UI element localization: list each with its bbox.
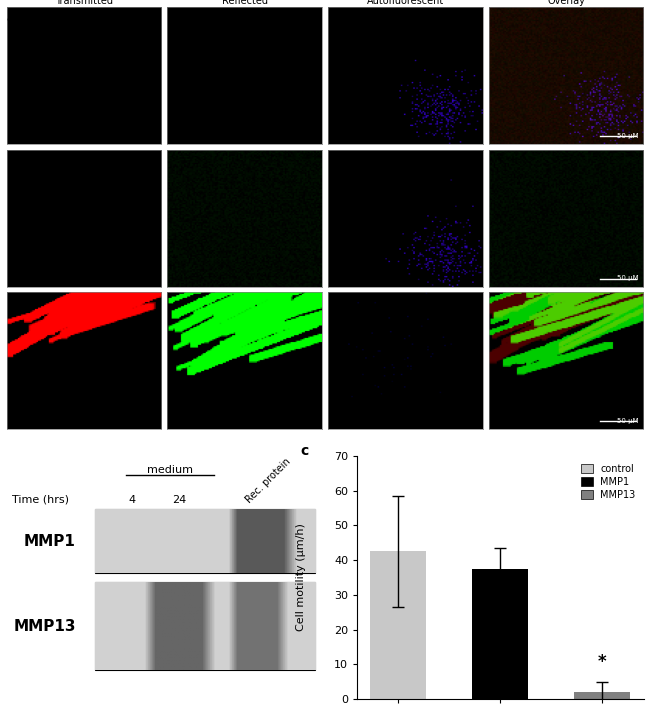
FancyBboxPatch shape — [95, 582, 315, 670]
FancyBboxPatch shape — [95, 510, 315, 573]
Text: Time (hrs): Time (hrs) — [12, 495, 70, 505]
Bar — [575, 692, 630, 699]
Y-axis label: Cell motility (μm/h): Cell motility (μm/h) — [296, 524, 306, 631]
Text: Rec. protein: Rec. protein — [244, 456, 292, 505]
Text: MMP13: MMP13 — [13, 618, 76, 633]
Text: a: a — [6, 11, 16, 25]
Text: *: * — [598, 653, 606, 671]
Text: 50 μM: 50 μM — [618, 275, 639, 282]
Text: 50 μM: 50 μM — [618, 133, 639, 138]
Text: c: c — [300, 444, 308, 458]
Text: MMP1: MMP1 — [24, 534, 76, 549]
Title: Autofluorescent: Autofluorescent — [367, 0, 444, 6]
Title: Transmitted: Transmitted — [55, 0, 113, 6]
Bar — [370, 551, 426, 699]
Text: 50 μM: 50 μM — [618, 418, 639, 424]
Text: 24: 24 — [172, 495, 187, 505]
Bar — [473, 569, 528, 699]
Text: medium: medium — [147, 465, 193, 476]
Title: Reflected: Reflected — [222, 0, 268, 6]
Text: 4: 4 — [129, 495, 136, 505]
Legend: control, MMP1, MMP13: control, MMP1, MMP13 — [578, 461, 639, 503]
Title: Overlay: Overlay — [547, 0, 585, 6]
